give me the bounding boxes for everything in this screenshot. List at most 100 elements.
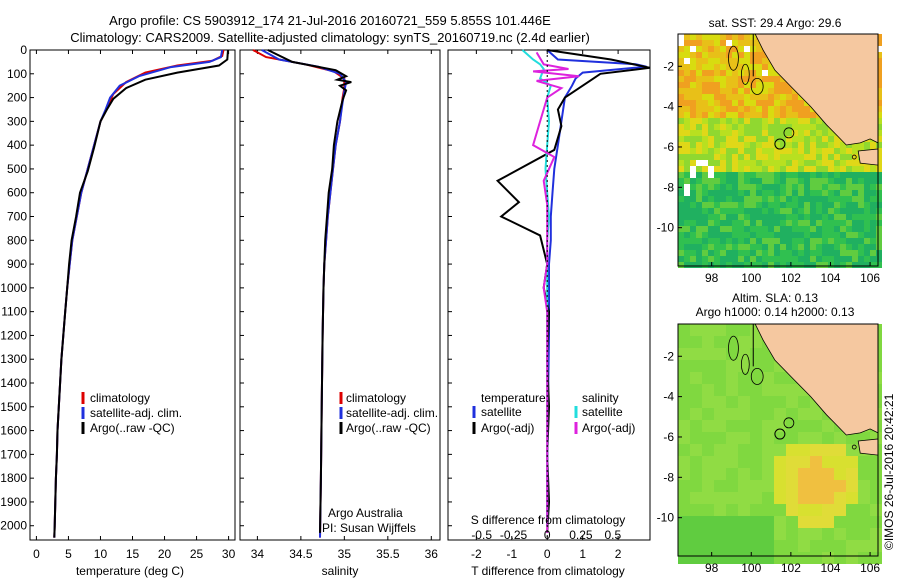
map-cell — [744, 130, 750, 136]
map-cell — [774, 202, 780, 208]
map-cell — [684, 64, 690, 70]
map-cell — [876, 106, 882, 112]
map-cell — [834, 142, 840, 148]
map-cell — [684, 256, 690, 262]
map-cell — [732, 64, 738, 70]
map-cell — [810, 208, 816, 214]
map-cell — [732, 178, 738, 184]
y-tick-label: 100 — [7, 67, 27, 81]
map-cell — [678, 88, 684, 94]
map-cell — [714, 88, 720, 94]
map-cell — [702, 46, 708, 52]
map-cell — [678, 468, 690, 480]
map-cell — [846, 178, 852, 184]
map-cell — [768, 244, 774, 250]
map-cell — [756, 64, 762, 70]
map-cell — [870, 540, 882, 552]
map-cell — [870, 220, 876, 226]
map-cell — [744, 196, 750, 202]
map-cell — [768, 214, 774, 220]
map-cell — [762, 52, 768, 58]
map-cell — [780, 148, 786, 154]
map-cell — [798, 148, 804, 154]
map-cell — [774, 208, 780, 214]
map-cell — [852, 256, 858, 262]
map-cell — [690, 238, 696, 244]
map-cell — [732, 160, 738, 166]
map-cell — [708, 160, 714, 166]
map-cell — [792, 166, 798, 172]
map-cell — [834, 516, 846, 528]
map-cell — [714, 516, 726, 528]
map-cell — [726, 238, 732, 244]
land-java — [857, 148, 879, 166]
x-tick-label: 15 — [126, 547, 140, 561]
map-cell — [828, 256, 834, 262]
x-tick-label: 98 — [705, 271, 719, 285]
map-cell — [876, 184, 882, 190]
map-cell — [756, 118, 762, 124]
map-cell — [726, 456, 738, 468]
map-cell — [858, 196, 864, 202]
map-cell — [786, 196, 792, 202]
map-cell — [864, 208, 870, 214]
map-cell — [762, 160, 768, 166]
map-cell — [828, 238, 834, 244]
map-cell — [870, 196, 876, 202]
map-cell — [846, 202, 852, 208]
map-cell — [810, 456, 822, 468]
map-cell — [834, 220, 840, 226]
y-tick-label: 1200 — [0, 328, 27, 342]
temperature-legend: climatology satellite-adj. clim. Argo(..… — [81, 391, 182, 435]
map-cell — [780, 172, 786, 178]
map-cell — [684, 106, 690, 112]
map-cell — [690, 262, 696, 268]
map-cell — [780, 112, 786, 118]
map-cell — [870, 226, 876, 232]
map-cell — [774, 244, 780, 250]
map-cell — [762, 190, 768, 196]
map-cell — [846, 492, 858, 504]
map-cell — [750, 154, 756, 160]
map-cell — [732, 112, 738, 118]
x-tick-label: 100 — [741, 271, 761, 285]
map-cell — [834, 196, 840, 202]
map-cell — [690, 256, 696, 262]
map-cell — [864, 196, 870, 202]
map-cell — [762, 172, 768, 178]
map-cell — [840, 262, 846, 268]
map-cell — [810, 112, 816, 118]
map-cell — [858, 552, 870, 564]
map-cell — [738, 124, 744, 130]
x-tick-label: 5 — [65, 547, 72, 561]
map-cell — [720, 64, 726, 70]
map-cell — [684, 136, 690, 142]
map-cell — [750, 432, 762, 444]
map-cell — [810, 220, 816, 226]
map-cell — [786, 262, 792, 268]
map-cell — [864, 232, 870, 238]
map-cell — [798, 166, 804, 172]
map-cell — [786, 112, 792, 118]
map-cell — [750, 76, 756, 82]
island — [740, 353, 750, 375]
map-cell — [762, 202, 768, 208]
map-cell — [756, 58, 762, 64]
map-cell — [774, 456, 786, 468]
map-frame — [677, 33, 879, 267]
map-cell — [690, 154, 696, 160]
map-cell — [690, 64, 696, 70]
map-cell — [858, 504, 870, 516]
map-cell — [762, 70, 768, 76]
map-cell — [720, 178, 726, 184]
map-cell — [714, 76, 720, 82]
island — [728, 335, 739, 361]
map-cell — [774, 130, 780, 136]
s-tick-label: -0.5 — [471, 528, 492, 542]
map-cell — [708, 184, 714, 190]
map-cell — [870, 208, 876, 214]
map-cell — [876, 142, 882, 148]
map-cell — [714, 396, 726, 408]
map-cell — [810, 516, 822, 528]
map-cell — [720, 232, 726, 238]
